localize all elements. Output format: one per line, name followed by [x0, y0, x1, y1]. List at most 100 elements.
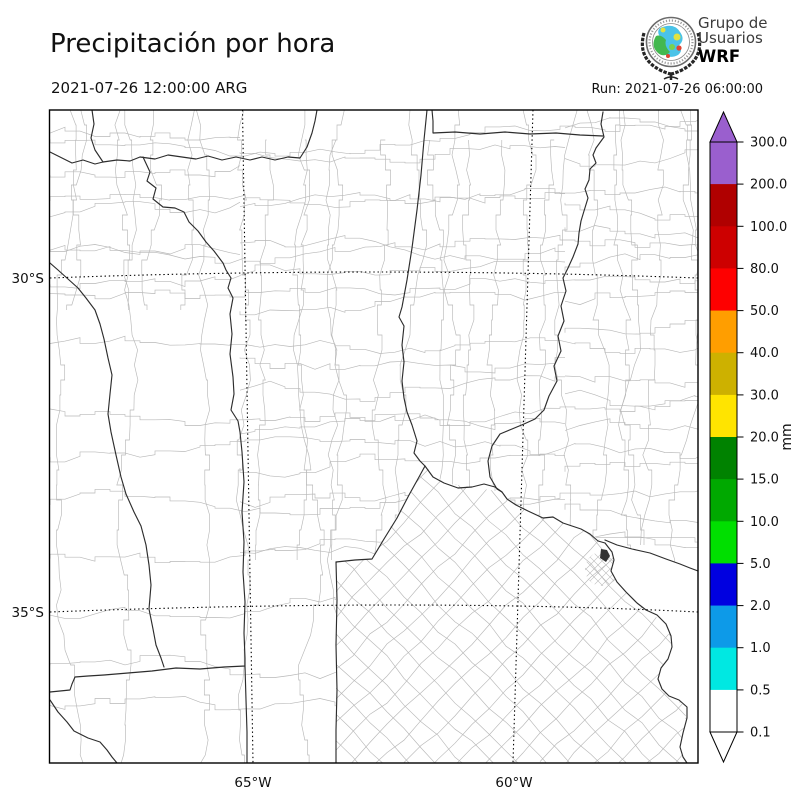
lon-label-60w: 60°W: [495, 775, 532, 791]
colorbar-tick-label: 50.0: [750, 304, 779, 319]
department-boundary: [336, 664, 439, 763]
page-title: Precipitación por hora: [50, 29, 336, 59]
wrf-logo-icon: [640, 16, 702, 80]
department-boundary: [239, 260, 566, 276]
department-boundary: [336, 579, 524, 763]
caba-cluster: [600, 549, 610, 562]
ocean: [605, 540, 698, 763]
department-boundary: [50, 436, 698, 463]
department-boundary: [462, 139, 479, 560]
department-boundary: [420, 466, 687, 724]
department-boundary: [180, 110, 195, 310]
department-boundary: [564, 320, 698, 335]
colorbar-segment: [710, 184, 737, 227]
colorbar-segment: [710, 605, 737, 649]
colorbar-segment: [710, 563, 737, 606]
department-boundary: [454, 466, 687, 695]
department-boundary: [386, 468, 687, 763]
department-boundary: [50, 395, 698, 426]
colorbar-segment: [710, 394, 737, 438]
colorbar-tick-label: 80.0: [750, 262, 779, 277]
department-boundary: [239, 413, 566, 435]
department-boundary: [239, 188, 565, 207]
department-boundary: [564, 149, 698, 167]
colorbar-segment: [710, 479, 737, 522]
department-boundary: [66, 110, 87, 310]
colorbar-segment: [710, 310, 737, 354]
department-boundary: [50, 126, 240, 141]
colorbar-segment: [710, 521, 737, 564]
colorbar-over-arrow: [709, 110, 738, 143]
colorbar-segment: [710, 268, 737, 311]
department-boundary: [336, 466, 541, 670]
department-boundary: [50, 489, 698, 516]
department-boundary: [564, 531, 698, 548]
lat-label-35s: 35°S: [12, 605, 45, 621]
parallel-35s: [50, 604, 698, 613]
colorbar-tick-label: 300.0: [750, 136, 787, 151]
department-boundary: [336, 523, 592, 763]
department-boundary: [564, 225, 698, 239]
colorbar-tick-label: 20.0: [750, 431, 779, 446]
colorbar-segment: [710, 352, 737, 396]
logo-line1: Grupo de: [698, 14, 768, 32]
run-time-label: Run: 2021-07-26 06:00:00: [591, 82, 763, 97]
colorbar-tick-label: 5.0: [750, 557, 771, 572]
colorbar-segment: [710, 142, 737, 185]
map-frame: [48, 109, 699, 764]
department-boundary: [50, 275, 241, 289]
colorbar-tick-label: 1.0: [750, 641, 771, 656]
department-boundary: [239, 375, 565, 402]
colorbar-tick-label: 10.0: [750, 515, 779, 530]
colorbar-segment: [710, 226, 737, 269]
department-boundary: [564, 375, 698, 388]
colorbar-tick-label: 0.5: [750, 683, 771, 698]
department-boundary: [196, 110, 210, 763]
department-boundary: [50, 201, 241, 218]
department-boundary: [292, 139, 308, 560]
department-boundary: [336, 553, 558, 763]
colorbar-under-arrow: [709, 731, 738, 764]
department-boundary: [325, 139, 340, 560]
department-boundary: [336, 713, 388, 763]
department-boundary: [239, 357, 565, 374]
department-boundary: [239, 235, 565, 260]
lon-label-65w: 65°W: [234, 775, 271, 791]
colorbar-unit-label: mm: [779, 423, 795, 450]
department-boundary: [239, 291, 565, 316]
department-boundary: [336, 633, 473, 763]
department-boundary: [239, 144, 566, 164]
atlantic-coastline: [604, 542, 688, 763]
colorbar-tick-label: 0.1: [750, 726, 771, 741]
department-boundary: [50, 119, 698, 157]
department-boundary: [564, 253, 698, 272]
province-borders: [50, 110, 698, 763]
department-boundary: [564, 389, 698, 411]
colorbar-tick-label: 2.0: [750, 599, 771, 614]
department-boundary: [539, 607, 687, 762]
department-boundary: [116, 110, 139, 763]
uruguay-shore-coastline: [604, 539, 698, 572]
department-boundary: [336, 605, 507, 763]
department-boundary: [564, 290, 698, 305]
department-boundary: [564, 461, 698, 472]
department-boundary: [371, 139, 391, 561]
department-boundary: [585, 552, 619, 563]
department-boundary: [255, 139, 274, 560]
department-boundary: [293, 110, 325, 763]
logo-line3: WRF: [698, 47, 741, 66]
department-boundary: [585, 552, 619, 579]
department-boundary: [535, 139, 555, 560]
department-boundary: [586, 110, 610, 545]
department-boundary: [403, 466, 687, 753]
department-boundary: [336, 466, 490, 619]
department-boundary: [585, 575, 619, 586]
logo-text: Grupo de Usuarios WRF: [698, 14, 768, 66]
department-boundary: [607, 692, 687, 763]
department-boundary: [50, 234, 698, 264]
department-boundary: [564, 117, 698, 132]
parallel-30s: [50, 271, 698, 279]
department-boundary: [336, 688, 422, 763]
